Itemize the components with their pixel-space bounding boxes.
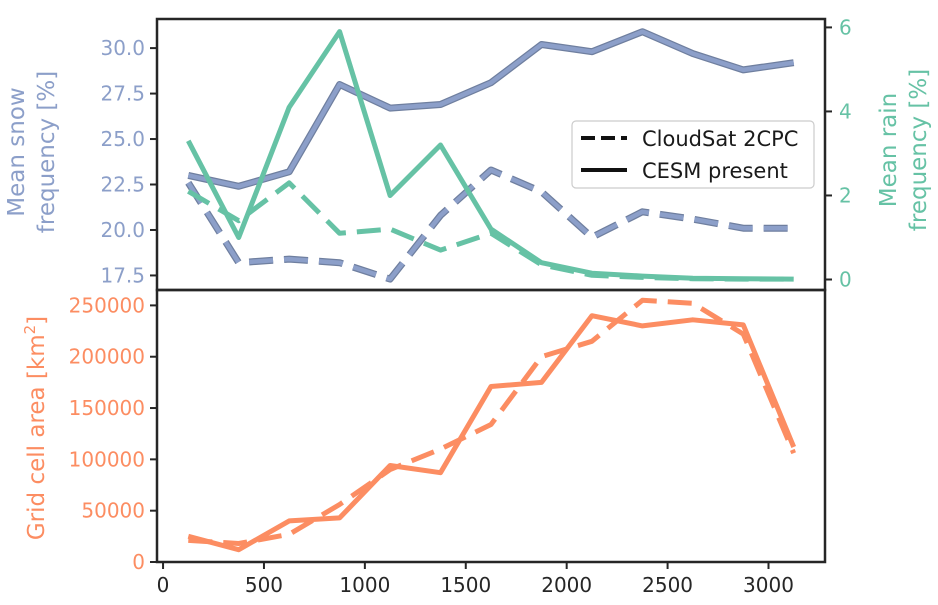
rain-tick-label: 4 xyxy=(839,99,852,123)
snow-tick-label: 17.5 xyxy=(100,263,145,287)
area-tick-label: 250000 xyxy=(69,293,145,317)
rain-axis-label-line1: Mean rain xyxy=(876,93,902,208)
snow-tick-label: 27.5 xyxy=(100,82,145,106)
snow-cesm-line xyxy=(187,29,795,189)
x-tick-label: 3000 xyxy=(743,573,794,597)
x-tick-label: 2000 xyxy=(541,573,592,597)
x-tick-label: 0 xyxy=(157,573,170,597)
rain-cloudsat-line xyxy=(187,180,794,282)
bottom-panel-frame xyxy=(155,288,827,564)
snow-tick-label: 20.0 xyxy=(100,218,145,242)
x-tick-label: 500 xyxy=(245,573,283,597)
area-tick-label: 200000 xyxy=(69,345,145,369)
snow-axis-label-line2: frequency [%] xyxy=(34,71,60,233)
x-tick-label: 2500 xyxy=(642,573,693,597)
snow-tick-label: 25.0 xyxy=(100,127,145,151)
area-axis-label-end: ] xyxy=(24,316,50,325)
rain-tick-label: 0 xyxy=(839,267,852,291)
area-tick-label: 150000 xyxy=(69,396,145,420)
area-axis-label-main: Grid cell area [km xyxy=(24,334,50,540)
rain-axis-label-line2: frequency [%] xyxy=(906,69,932,231)
rain-tick-label: 2 xyxy=(839,183,852,207)
area-tick-label: 100000 xyxy=(69,447,145,471)
x-tick-label: 1000 xyxy=(339,573,390,597)
area-cesm-line xyxy=(187,313,797,553)
area-cloudsat-line xyxy=(188,297,797,546)
top-panel-series xyxy=(185,28,795,283)
area-tick-label: 50000 xyxy=(81,499,145,523)
rain-tick-label: 6 xyxy=(839,15,852,39)
axis-ticks: 17.5 20.0 22.5 25.0 27.5 30.0 0 2 4 6 0 50000 100000… xyxy=(69,15,852,597)
area-axis-label: Grid cell area [km2] xyxy=(21,316,50,540)
snow-cloudsat-line xyxy=(186,167,794,282)
snow-tick-label: 30.0 xyxy=(100,36,145,60)
area-tick-label: 0 xyxy=(132,550,145,574)
legend: CloudSat 2CPC CESM present xyxy=(571,120,815,189)
snow-tick-label: 22.5 xyxy=(100,173,145,197)
area-axis-label-sup: 2 xyxy=(21,325,39,335)
bottom-panel-series xyxy=(187,297,797,553)
legend-label-cesm: CESM present xyxy=(642,159,788,183)
snow-axis-label-line1: Mean snow xyxy=(4,87,30,216)
legend-label-cloudsat: CloudSat 2CPC xyxy=(642,127,798,151)
legend-box xyxy=(571,120,815,189)
x-tick-label: 1500 xyxy=(440,573,491,597)
